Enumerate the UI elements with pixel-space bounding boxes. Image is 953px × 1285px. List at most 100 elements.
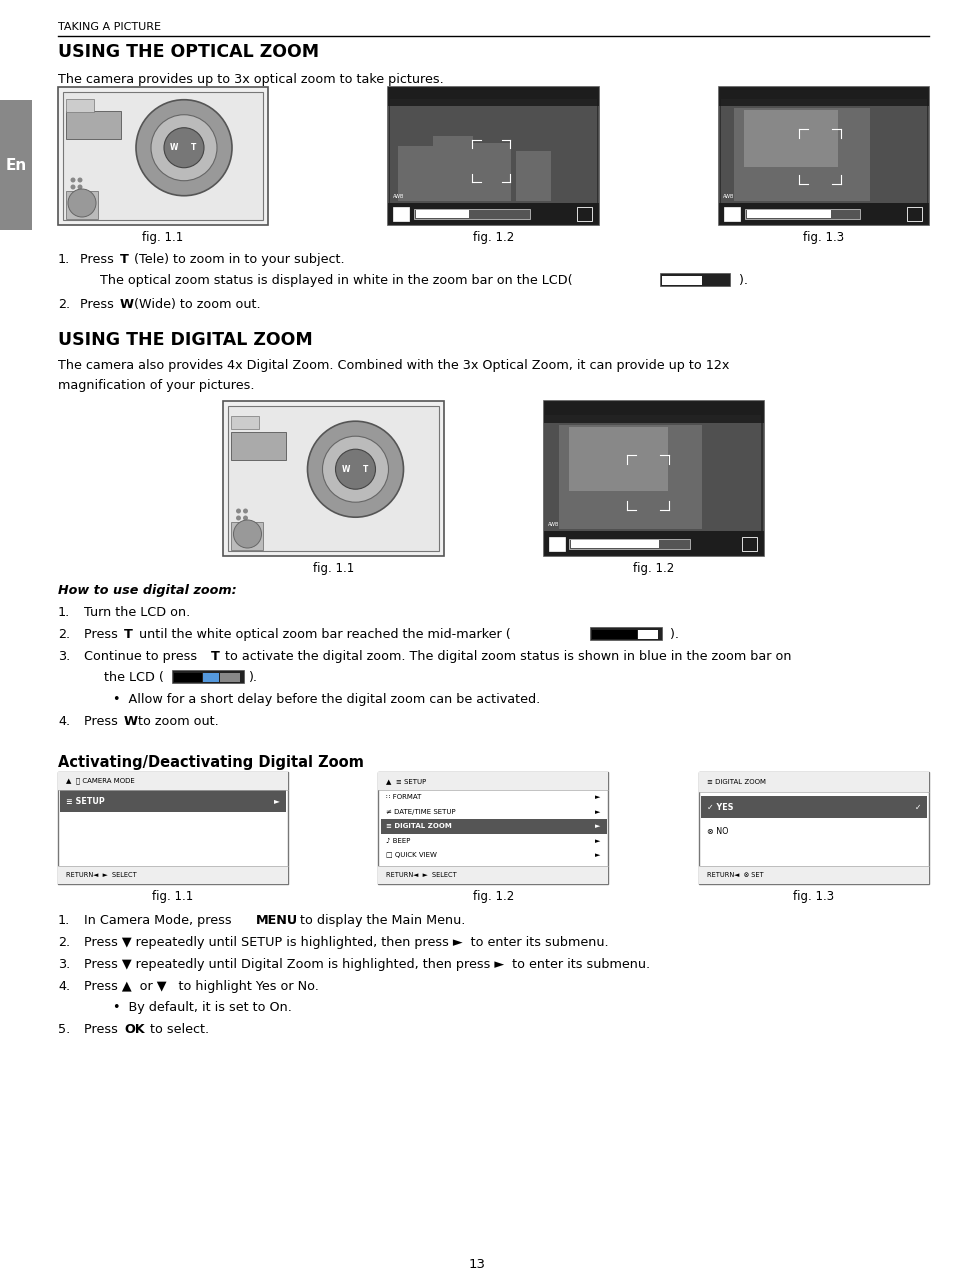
- Text: Press ▼ repeatedly until SETUP is highlighted, then press ►  to enter its submen: Press ▼ repeatedly until SETUP is highli…: [84, 935, 608, 950]
- Bar: [699, 772, 928, 884]
- Text: W: W: [124, 714, 138, 729]
- Text: 4.: 4.: [58, 980, 71, 993]
- Bar: [569, 538, 690, 549]
- Text: ▲  📷 CAMERA MODE: ▲ 📷 CAMERA MODE: [66, 777, 134, 784]
- Text: 13: 13: [468, 1258, 485, 1271]
- Bar: [543, 531, 762, 556]
- Text: ).: ).: [734, 274, 747, 287]
- Bar: [58, 866, 288, 884]
- Bar: [548, 537, 564, 550]
- Text: Press ▲  or ▼   to highlight Yes or No.: Press ▲ or ▼ to highlight Yes or No.: [84, 980, 318, 993]
- Bar: [723, 207, 740, 221]
- Text: (Wide) to zoom out.: (Wide) to zoom out.: [130, 298, 260, 311]
- Bar: [720, 99, 926, 203]
- Text: T: T: [120, 253, 129, 266]
- Text: ►: ►: [595, 838, 599, 844]
- Text: ✓: ✓: [914, 803, 920, 812]
- Text: ≠ DATE/TIME SETUP: ≠ DATE/TIME SETUP: [386, 808, 456, 815]
- Circle shape: [235, 523, 241, 528]
- Circle shape: [136, 100, 232, 195]
- Text: RETURN◄  ⊗ SET: RETURN◄ ⊗ SET: [706, 873, 762, 878]
- Text: Press: Press: [84, 714, 122, 729]
- Bar: [398, 146, 433, 200]
- Circle shape: [71, 177, 75, 182]
- Text: Press: Press: [84, 628, 122, 641]
- Circle shape: [307, 421, 403, 517]
- Text: Activating/Deactivating Digital Zoom: Activating/Deactivating Digital Zoom: [58, 756, 363, 770]
- Bar: [659, 272, 729, 287]
- Bar: [433, 136, 473, 200]
- Text: MENU: MENU: [255, 914, 297, 926]
- Bar: [543, 401, 762, 423]
- Text: RETURN◄  ►  SELECT: RETURN◄ ► SELECT: [66, 873, 136, 878]
- Text: RETURN◄  ►  SELECT: RETURN◄ ► SELECT: [386, 873, 456, 878]
- Circle shape: [233, 520, 261, 547]
- Bar: [378, 866, 608, 884]
- Text: fig. 1.1: fig. 1.1: [152, 891, 193, 903]
- Text: How to use digital zoom:: How to use digital zoom:: [58, 583, 236, 598]
- Bar: [0, 100, 32, 230]
- Text: fig. 1.3: fig. 1.3: [793, 891, 834, 903]
- Text: ►: ►: [274, 797, 280, 806]
- Text: The camera also provides 4x Digital Zoom. Combined with the 3x Optical Zoom, it : The camera also provides 4x Digital Zoom…: [58, 359, 729, 371]
- Text: W: W: [170, 143, 178, 152]
- Text: ►: ►: [595, 794, 599, 801]
- Circle shape: [71, 185, 75, 189]
- Text: The optical zoom status is displayed in white in the zoom bar on the LCD(: The optical zoom status is displayed in …: [100, 274, 572, 287]
- Bar: [172, 669, 244, 684]
- Text: •  By default, it is set to On.: • By default, it is set to On.: [112, 1001, 292, 1014]
- Text: □ QUICK VIEW: □ QUICK VIEW: [386, 852, 436, 858]
- Text: 2.: 2.: [58, 298, 71, 311]
- Bar: [516, 150, 551, 200]
- Bar: [733, 108, 869, 200]
- Bar: [380, 819, 606, 834]
- Text: 3.: 3.: [58, 959, 71, 971]
- Text: fig. 1.2: fig. 1.2: [473, 891, 514, 903]
- Text: ⊗ NO: ⊗ NO: [706, 826, 728, 835]
- Bar: [558, 424, 700, 529]
- Bar: [203, 672, 219, 681]
- Bar: [416, 209, 469, 218]
- Text: T: T: [192, 143, 196, 152]
- Text: ≡ SETUP: ≡ SETUP: [66, 797, 105, 806]
- Text: the LCD (: the LCD (: [104, 671, 164, 684]
- Bar: [220, 672, 240, 681]
- Circle shape: [235, 515, 241, 520]
- Text: fig. 1.2: fig. 1.2: [473, 231, 514, 244]
- Text: In Camera Mode, press: In Camera Mode, press: [84, 914, 235, 926]
- Text: ►: ►: [595, 852, 599, 858]
- Text: 3.: 3.: [58, 650, 71, 663]
- Circle shape: [77, 177, 82, 182]
- Text: Continue to press: Continue to press: [84, 650, 201, 663]
- Text: 5.: 5.: [58, 1023, 71, 1036]
- Bar: [58, 87, 268, 225]
- Circle shape: [322, 436, 388, 502]
- Text: fig. 1.2: fig. 1.2: [632, 562, 674, 574]
- Bar: [173, 672, 202, 681]
- Text: fig. 1.3: fig. 1.3: [802, 231, 843, 244]
- Bar: [473, 143, 511, 200]
- Bar: [388, 203, 598, 225]
- Text: to select.: to select.: [146, 1023, 209, 1036]
- Bar: [232, 432, 286, 460]
- Text: AWB: AWB: [722, 194, 734, 199]
- Bar: [60, 790, 286, 812]
- Bar: [66, 191, 98, 218]
- Text: (Tele) to zoom in to your subject.: (Tele) to zoom in to your subject.: [130, 253, 344, 266]
- Text: 2.: 2.: [58, 935, 71, 950]
- Circle shape: [243, 509, 248, 514]
- Text: En: En: [6, 158, 27, 172]
- Bar: [229, 406, 438, 551]
- Bar: [545, 415, 760, 531]
- Bar: [543, 401, 762, 556]
- Bar: [58, 772, 288, 884]
- Text: ♪ BEEP: ♪ BEEP: [386, 838, 411, 844]
- Text: until the white optical zoom bar reached the mid-marker (: until the white optical zoom bar reached…: [135, 628, 510, 641]
- Text: ≡ DIGITAL ZOOM: ≡ DIGITAL ZOOM: [386, 824, 452, 829]
- Text: ►: ►: [595, 824, 599, 829]
- Text: ).: ).: [665, 628, 679, 641]
- Text: ≡ DIGITAL ZOOM: ≡ DIGITAL ZOOM: [706, 779, 765, 785]
- Circle shape: [235, 509, 241, 514]
- Circle shape: [77, 191, 82, 197]
- Bar: [719, 203, 928, 225]
